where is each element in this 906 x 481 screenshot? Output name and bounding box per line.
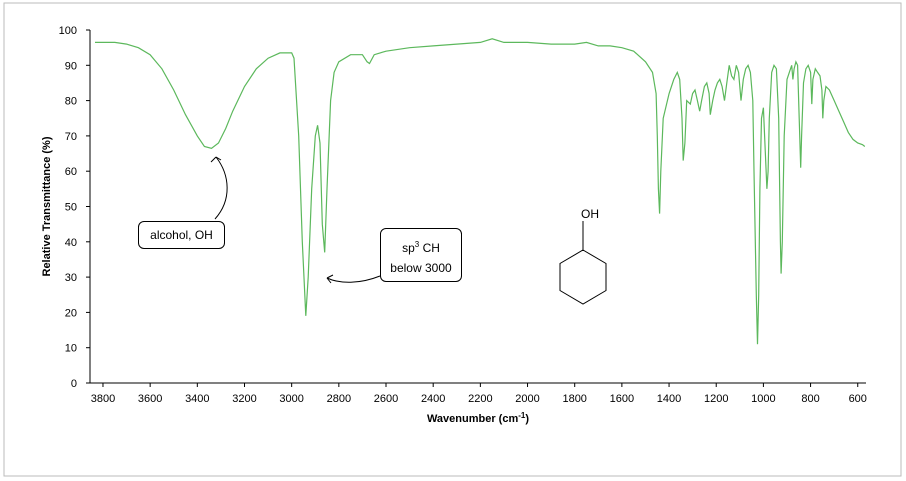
x-tick-label: 3400: [185, 393, 209, 405]
annotation-text: sp: [402, 241, 415, 255]
ring: [559, 249, 607, 305]
y-tick-label: 50: [65, 202, 77, 214]
annotation-text: CH: [422, 241, 440, 255]
x-tick-label: 1400: [657, 393, 681, 405]
y-tick-label: 60: [65, 166, 77, 178]
x-tick-label: 3000: [279, 393, 303, 405]
annotation-text: 3: [414, 240, 420, 249]
x-tick-label: 3600: [138, 393, 162, 405]
frame: [3, 2, 902, 477]
x-tick-label: 2400: [421, 393, 445, 405]
x-tick-label: 800: [801, 393, 819, 405]
y-tick-label: 100: [59, 25, 77, 37]
x-tick-label: 3800: [91, 393, 115, 405]
x-tick-label: 1200: [704, 393, 728, 405]
y-tick-label: 0: [71, 378, 77, 390]
arrow: [326, 275, 381, 283]
x-tick-label: 2000: [515, 393, 539, 405]
structure-label: OH: [581, 207, 599, 221]
x-axis-label-part: Wavenumber (cm: [427, 413, 519, 425]
y-tick-label: 30: [65, 272, 77, 284]
y-tick-label: 40: [65, 237, 77, 249]
x-axis-label-part: ): [525, 413, 529, 425]
arrowhead: [326, 274, 334, 284]
x-tick-label: 2200: [468, 393, 492, 405]
y-tick-label: 10: [65, 343, 77, 355]
y-tick-label: 70: [65, 131, 77, 143]
annotation: alcohol, OH: [138, 221, 225, 249]
y-tick-label: 90: [65, 60, 77, 72]
y-axis-label: Relative Transmittance (%): [41, 136, 53, 276]
x-tick-label: 2600: [374, 393, 398, 405]
x-tick-label: 1600: [610, 393, 634, 405]
x-tick-label: 2800: [327, 393, 351, 405]
x-tick-label: 600: [849, 393, 867, 405]
x-axis-label-part: -1: [518, 411, 526, 420]
spectrum-line: [95, 38, 866, 345]
annotation-line: sp3 CH: [381, 235, 461, 258]
x-tick-label: 1800: [562, 393, 586, 405]
x-tick-label: 1000: [751, 393, 775, 405]
y-tick-label: 20: [65, 307, 77, 319]
arrowhead: [210, 156, 222, 163]
annotation-text: below 3000: [390, 261, 452, 275]
annotation: sp3 CH below 3000: [380, 228, 462, 282]
arrow: [214, 156, 228, 220]
y-tick-label: 80: [65, 96, 77, 108]
x-tick-label: 3200: [232, 393, 256, 405]
x-axis-label: Wavenumber (cm-1): [427, 411, 529, 425]
